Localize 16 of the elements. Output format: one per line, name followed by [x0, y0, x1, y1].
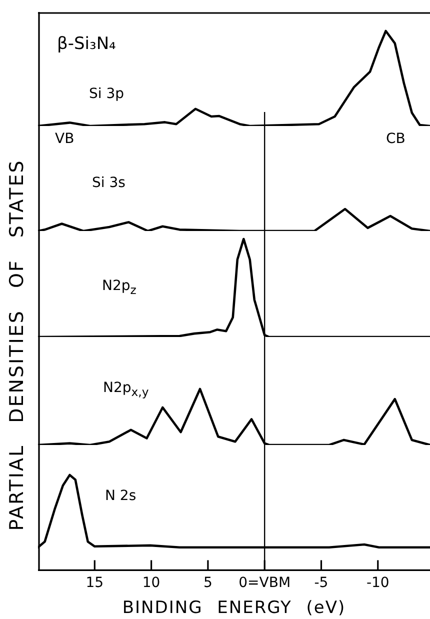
x-tick-label: 0=VBM	[238, 575, 291, 592]
x-tick-label: 10	[142, 575, 160, 592]
text: CB	[386, 131, 406, 147]
x-tick-label: 5	[203, 575, 212, 592]
series-label: N 2s	[105, 488, 136, 504]
y-axis-title: PARTIAL DENSITIES OF STATES	[6, 159, 28, 531]
series-label: Si 3p	[89, 86, 124, 102]
text: Si 3s	[92, 175, 126, 191]
x-tick-label: -10	[366, 575, 390, 592]
text: N2p$_{z}$	[102, 278, 136, 297]
x-axis-title: BINDING ENERGY (eV)	[122, 598, 346, 618]
x-tick-label: 15	[86, 575, 104, 592]
text: VB	[55, 131, 74, 147]
x-tick-label: -5	[314, 575, 328, 592]
series-label: N2p$_{x,y}$	[103, 380, 149, 399]
chart-title: β-Si₃N₄	[57, 34, 116, 54]
